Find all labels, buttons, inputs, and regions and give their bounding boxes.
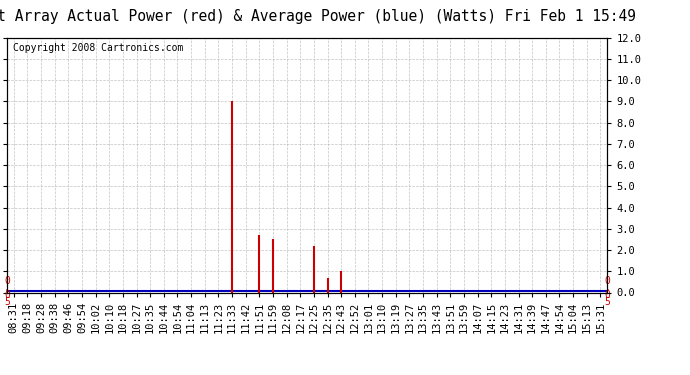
Text: Copyright 2008 Cartronics.com: Copyright 2008 Cartronics.com [13,43,184,52]
Text: 0
.
0
5: 0 . 0 5 [604,276,610,307]
Text: West Array Actual Power (red) & Average Power (blue) (Watts) Fri Feb 1 15:49: West Array Actual Power (red) & Average … [0,9,636,24]
Text: 0
.
0
5: 0 . 0 5 [4,276,10,307]
